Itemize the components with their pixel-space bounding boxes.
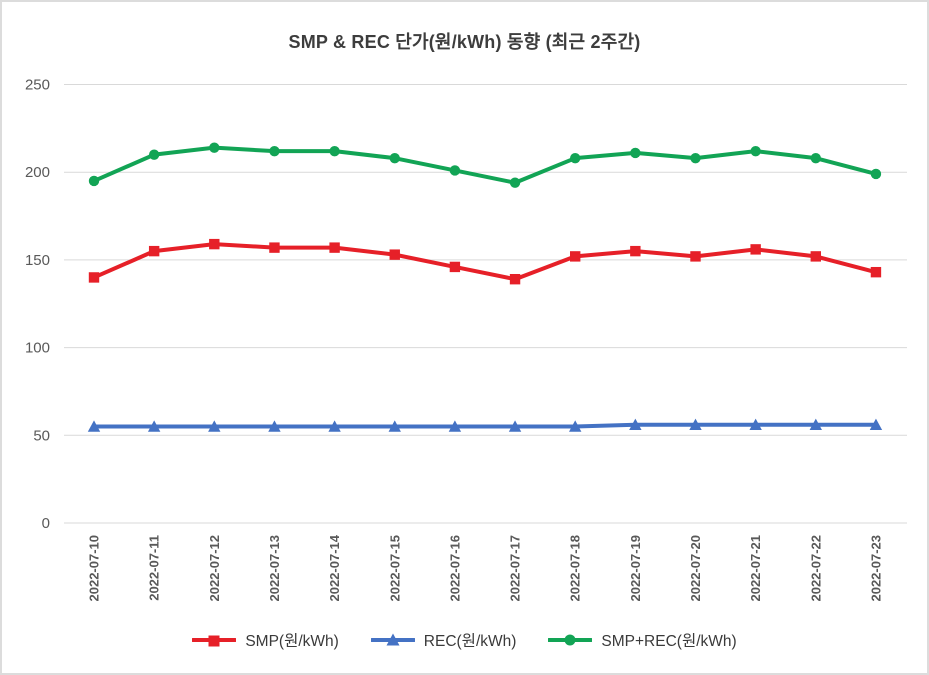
legend-item[interactable]: REC(원/kWh) — [370, 629, 517, 651]
legend-item[interactable]: SMP(원/kWh) — [192, 629, 339, 651]
data-point-marker — [268, 420, 281, 432]
square-legend-swatch-icon — [192, 635, 237, 647]
data-point-marker — [148, 149, 160, 160]
chart-legend: SMP(원/kWh) REC(원/kWh) SMP+REC(원/kWh) — [2, 629, 927, 651]
triangle-legend-swatch-icon — [370, 633, 415, 646]
legend-item[interactable]: SMP+REC(원/kWh) — [548, 629, 737, 651]
x-axis-tick-label: 2022-07-11 — [147, 535, 162, 601]
data-point-marker — [870, 266, 882, 278]
series-line — [92, 422, 878, 429]
chart-title: SMP & REC 단가(원/kWh) 동향 (최근 2주간) — [288, 32, 641, 52]
legend-marker — [208, 635, 220, 647]
data-point-marker — [449, 165, 461, 176]
y-axis-tick-label: 50 — [33, 427, 50, 444]
data-point-marker — [749, 418, 762, 430]
x-axis-tick-label: 2022-07-14 — [327, 534, 342, 601]
data-point-marker — [148, 245, 160, 257]
circle-legend-swatch-icon — [548, 634, 593, 646]
y-axis-tick-label: 150 — [25, 252, 50, 269]
data-point-marker — [88, 175, 100, 187]
series-line — [92, 242, 878, 282]
data-point-marker — [208, 420, 221, 432]
data-point-marker — [810, 152, 821, 164]
data-point-marker — [87, 420, 101, 432]
data-point-marker — [509, 177, 521, 188]
data-point-marker — [750, 145, 761, 157]
legend-marker — [564, 634, 576, 646]
data-point-marker — [448, 420, 462, 432]
data-point-marker — [449, 261, 461, 273]
x-axis-tick-label: 2022-07-20 — [688, 535, 703, 602]
x-axis-tick-label: 2022-07-13 — [267, 535, 282, 602]
x-axis-tick-label: 2022-07-10 — [87, 535, 102, 602]
data-point-marker — [689, 418, 702, 430]
y-axis-tick-label: 100 — [25, 340, 50, 357]
data-point-marker — [690, 152, 701, 164]
data-point-marker — [209, 142, 220, 153]
data-point-marker — [147, 420, 161, 432]
x-axis-tick-label: 2022-07-16 — [447, 535, 462, 602]
data-point-marker — [509, 273, 521, 285]
x-axis-tick-label: 2022-07-12 — [207, 535, 222, 602]
legend-item-label: REC(원/kWh) — [423, 633, 517, 650]
data-point-marker — [869, 418, 883, 430]
data-point-marker — [328, 420, 341, 432]
data-point-marker — [569, 420, 582, 432]
x-axis-tick-label: 2022-07-23 — [868, 535, 883, 602]
x-axis-tick-label: 2022-07-21 — [748, 535, 763, 602]
data-point-marker — [570, 152, 581, 164]
data-point-marker — [388, 420, 401, 432]
x-axis-tick-label: 2022-07-19 — [628, 535, 643, 602]
x-axis-tick-label: 2022-07-17 — [508, 535, 523, 602]
y-axis-tick-label: 250 — [25, 77, 50, 94]
data-point-marker — [750, 244, 761, 255]
legend-item-label: SMP+REC(원/kWh) — [601, 633, 737, 650]
data-point-marker — [570, 251, 581, 262]
data-point-marker — [630, 245, 641, 257]
data-point-marker — [269, 145, 280, 157]
data-point-marker — [810, 251, 821, 262]
data-point-marker — [329, 242, 340, 253]
data-point-marker — [629, 418, 642, 430]
data-point-marker — [389, 152, 400, 164]
legend-item-label: SMP(원/kWh) — [245, 633, 339, 650]
data-point-marker — [88, 272, 100, 283]
x-axis-tick-label: 2022-07-15 — [387, 535, 402, 602]
y-axis-tick-label: 200 — [25, 164, 50, 181]
data-point-marker — [690, 251, 701, 262]
x-axis-tick-label: 2022-07-18 — [568, 535, 583, 602]
data-point-marker — [870, 168, 882, 180]
y-axis-tick-label: 0 — [42, 515, 50, 532]
data-point-marker — [329, 145, 340, 157]
x-axis-tick-label: 2022-07-22 — [808, 535, 823, 602]
data-point-marker — [269, 242, 280, 253]
data-point-marker — [508, 420, 522, 432]
data-point-marker — [389, 249, 400, 260]
data-point-marker — [809, 418, 822, 430]
data-point-marker — [209, 238, 220, 250]
legend-marker — [386, 633, 400, 646]
series-line — [92, 145, 878, 185]
data-point-marker — [630, 147, 641, 159]
